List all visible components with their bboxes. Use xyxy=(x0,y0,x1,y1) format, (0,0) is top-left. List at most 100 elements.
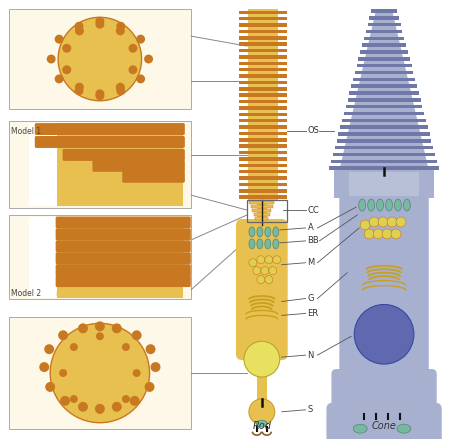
FancyBboxPatch shape xyxy=(57,291,127,296)
Circle shape xyxy=(74,86,83,95)
Circle shape xyxy=(128,44,137,53)
Bar xyxy=(249,201,274,204)
Circle shape xyxy=(146,344,155,354)
Polygon shape xyxy=(339,9,429,170)
Bar xyxy=(351,84,417,88)
Bar xyxy=(360,50,408,54)
Bar xyxy=(334,170,434,198)
Circle shape xyxy=(273,256,281,264)
Bar xyxy=(239,138,287,142)
Circle shape xyxy=(62,65,71,74)
FancyBboxPatch shape xyxy=(92,160,185,172)
Ellipse shape xyxy=(353,424,367,433)
Bar xyxy=(239,132,287,135)
Text: G: G xyxy=(308,294,314,303)
Ellipse shape xyxy=(249,239,255,249)
Circle shape xyxy=(75,83,84,92)
Circle shape xyxy=(95,20,104,29)
Bar xyxy=(239,157,287,161)
Ellipse shape xyxy=(385,199,392,211)
Bar xyxy=(239,170,287,173)
Circle shape xyxy=(112,402,122,412)
Bar xyxy=(29,217,183,297)
Circle shape xyxy=(75,26,84,35)
Circle shape xyxy=(55,35,64,44)
Bar xyxy=(239,30,287,33)
Circle shape xyxy=(369,217,379,227)
Bar xyxy=(239,49,287,52)
Bar xyxy=(239,68,287,71)
Circle shape xyxy=(50,323,150,423)
Circle shape xyxy=(145,382,155,392)
Text: Model 1: Model 1 xyxy=(11,127,42,136)
Bar xyxy=(29,123,57,206)
Circle shape xyxy=(95,17,104,26)
Ellipse shape xyxy=(265,227,271,237)
Bar xyxy=(331,160,437,163)
Bar xyxy=(362,44,406,47)
Bar xyxy=(239,17,287,21)
Text: S: S xyxy=(308,405,313,414)
Circle shape xyxy=(116,86,125,95)
FancyBboxPatch shape xyxy=(339,193,429,389)
Circle shape xyxy=(47,55,55,63)
Bar xyxy=(29,217,57,297)
Circle shape xyxy=(58,330,68,340)
Bar xyxy=(239,113,287,116)
Bar xyxy=(9,317,191,429)
Text: A: A xyxy=(308,224,313,232)
Bar xyxy=(333,153,435,156)
Bar xyxy=(349,91,419,95)
Circle shape xyxy=(39,362,49,372)
FancyBboxPatch shape xyxy=(35,136,185,148)
Circle shape xyxy=(128,65,137,74)
Bar xyxy=(239,87,287,91)
Text: N: N xyxy=(308,351,314,359)
Bar xyxy=(29,123,183,206)
Bar xyxy=(355,71,413,74)
FancyBboxPatch shape xyxy=(327,403,442,440)
Bar xyxy=(239,11,287,14)
Circle shape xyxy=(364,229,374,239)
Circle shape xyxy=(265,275,273,284)
Text: ER: ER xyxy=(308,309,319,318)
Circle shape xyxy=(122,395,130,403)
Bar xyxy=(239,93,287,97)
Ellipse shape xyxy=(359,199,365,211)
Circle shape xyxy=(116,83,125,92)
Circle shape xyxy=(382,229,392,239)
Circle shape xyxy=(133,369,141,377)
Bar xyxy=(239,55,287,59)
Circle shape xyxy=(112,323,122,333)
Circle shape xyxy=(151,362,161,372)
Circle shape xyxy=(144,55,153,63)
Ellipse shape xyxy=(257,239,263,249)
Circle shape xyxy=(116,26,125,35)
Circle shape xyxy=(354,304,414,364)
Bar xyxy=(239,36,287,40)
Bar xyxy=(356,64,411,67)
Ellipse shape xyxy=(273,227,279,237)
Bar xyxy=(340,125,428,129)
Ellipse shape xyxy=(397,424,411,433)
FancyBboxPatch shape xyxy=(55,264,191,276)
Circle shape xyxy=(132,330,142,340)
Bar xyxy=(335,146,433,149)
Bar xyxy=(257,200,267,225)
Circle shape xyxy=(130,396,140,406)
Ellipse shape xyxy=(273,239,279,249)
Bar xyxy=(9,215,191,300)
Circle shape xyxy=(378,217,388,227)
Bar xyxy=(9,9,191,109)
FancyBboxPatch shape xyxy=(63,149,185,161)
Bar xyxy=(371,9,397,13)
Bar xyxy=(239,106,287,110)
FancyBboxPatch shape xyxy=(236,219,288,360)
Circle shape xyxy=(62,44,71,53)
Ellipse shape xyxy=(377,199,383,211)
Bar xyxy=(342,118,426,122)
Circle shape xyxy=(136,74,145,83)
Bar xyxy=(255,216,268,220)
Bar xyxy=(239,119,287,122)
Circle shape xyxy=(136,35,145,44)
